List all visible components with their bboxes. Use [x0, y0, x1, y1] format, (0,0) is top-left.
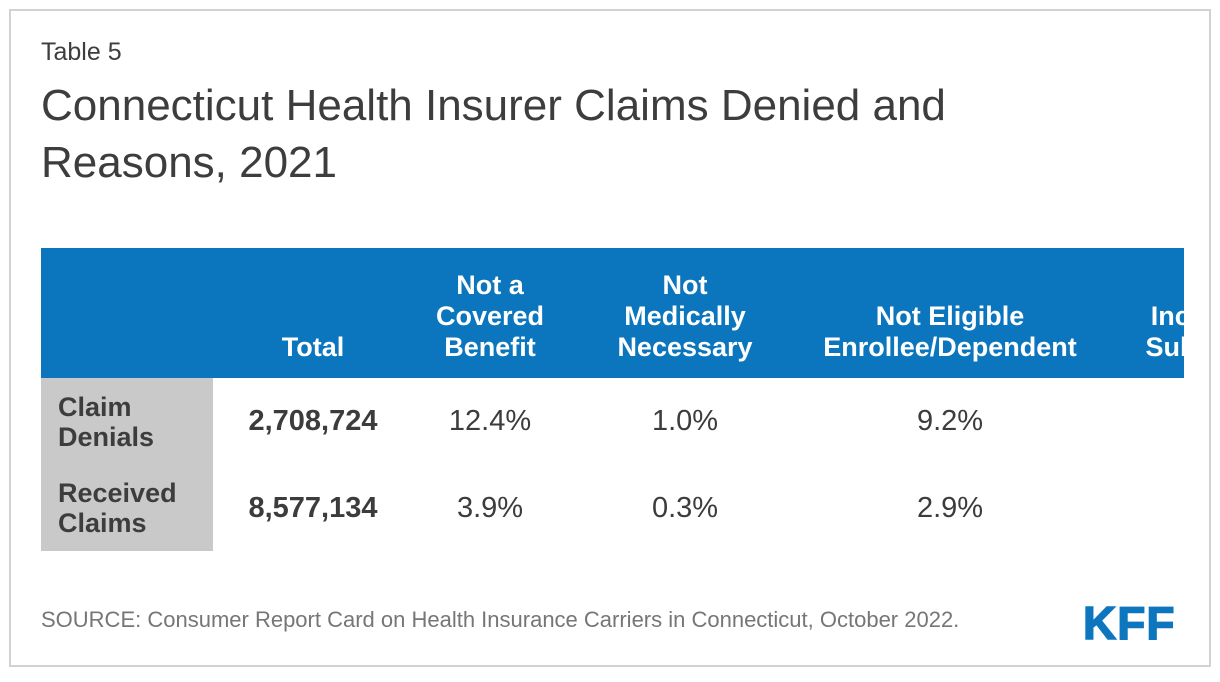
- table-row-received-claims: Received Claims 8,577,134 3.9% 0.3% 2.9%: [41, 465, 1184, 551]
- table-card: Table 5 Connecticut Health Insurer Claim…: [9, 9, 1211, 667]
- kff-logo[interactable]: KFF: [1082, 596, 1176, 650]
- cell-received-claims-not-eligible: 2.9%: [803, 465, 1097, 551]
- cell-claim-denials-not-covered: 12.4%: [413, 378, 567, 465]
- col-header-total: Total: [213, 248, 413, 378]
- page-title: Connecticut Health Insurer Claims Denied…: [41, 81, 946, 187]
- row-header-claim-denials: Claim Denials: [41, 378, 213, 465]
- cell-claim-denials-not-eligible: 9.2%: [803, 378, 1097, 465]
- cell-received-claims-not-covered: 3.9%: [413, 465, 567, 551]
- cell-claim-denials-incomplete-truncated: [1097, 378, 1184, 465]
- corner-cell: [41, 248, 213, 378]
- cell-received-claims-not-medically-necessary: 0.3%: [567, 465, 803, 551]
- col-header-not-medically-necessary: Not Medically Necessary: [567, 248, 803, 378]
- source-note: SOURCE: Consumer Report Card on Health I…: [41, 607, 960, 632]
- cell-claim-denials-not-medically-necessary: 1.0%: [567, 378, 803, 465]
- table-scroll-area[interactable]: Total Not a Covered Benefit Not Medicall…: [41, 248, 1184, 551]
- col-header-not-eligible-enrollee: Not Eligible Enrollee/Dependent: [803, 248, 1097, 378]
- table-number-label: Table 5: [41, 38, 122, 66]
- cell-received-claims-total: 8,577,134: [213, 465, 413, 551]
- header-row: Total Not a Covered Benefit Not Medicall…: [41, 248, 1184, 378]
- cell-received-claims-incomplete-truncated: [1097, 465, 1184, 551]
- data-table: Total Not a Covered Benefit Not Medicall…: [41, 248, 1184, 551]
- col-header-not-covered-benefit: Not a Covered Benefit: [413, 248, 567, 378]
- cell-claim-denials-total: 2,708,724: [213, 378, 413, 465]
- table-row-claim-denials: Claim Denials 2,708,724 12.4% 1.0% 9.2%: [41, 378, 1184, 465]
- col-header-incomplete-submission-truncated: Incomplete Submission: [1097, 248, 1184, 378]
- row-header-received-claims: Received Claims: [41, 465, 213, 551]
